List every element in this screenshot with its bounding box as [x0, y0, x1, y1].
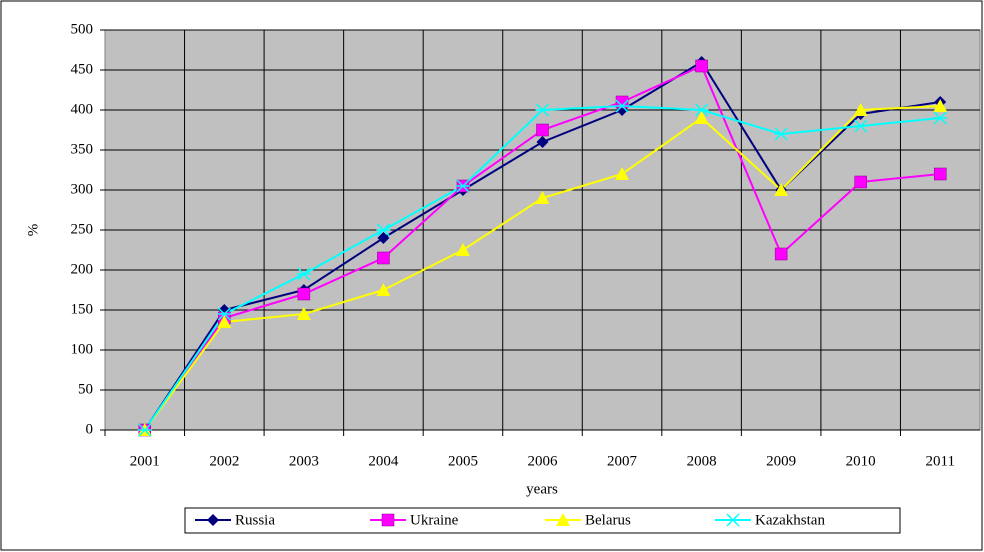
- marker-square: [615, 95, 629, 109]
- marker-square: [297, 287, 311, 301]
- marker-triangle: [535, 191, 550, 204]
- x-tick-label: 2009: [766, 453, 796, 469]
- marker-triangle: [853, 103, 868, 116]
- marker-star: [853, 119, 868, 133]
- marker-triangle: [217, 315, 232, 328]
- legend-label: Ukraine: [410, 512, 459, 528]
- marker-star: [296, 267, 311, 281]
- y-tick-label: 100: [71, 341, 94, 357]
- x-tick-label: 2001: [130, 453, 160, 469]
- legend-label: Russia: [235, 512, 275, 528]
- marker-triangle: [296, 307, 311, 320]
- x-tick-label: 2008: [687, 453, 717, 469]
- x-tick-label: 2002: [209, 453, 239, 469]
- marker-triangle: [933, 99, 948, 112]
- marker-star: [694, 103, 709, 117]
- marker-triangle: [774, 183, 789, 196]
- y-axis-label: %: [25, 224, 41, 237]
- y-tick-label: 150: [71, 301, 94, 317]
- y-tick-label: 200: [71, 261, 94, 277]
- marker-square: [933, 167, 947, 181]
- x-axis-label: years: [526, 481, 558, 497]
- marker-square: [854, 175, 867, 189]
- y-tick-label: 450: [71, 61, 94, 77]
- y-tick-label: 50: [78, 381, 93, 397]
- marker-star: [615, 99, 630, 113]
- x-tick-label: 2003: [289, 453, 319, 469]
- x-tick-label: 2011: [926, 453, 955, 469]
- marker-star: [535, 103, 550, 117]
- legend-label: Kazakhstan: [755, 512, 825, 528]
- marker-triangle: [376, 283, 391, 296]
- x-tick-label: 2004: [368, 453, 399, 469]
- y-tick-label: 0: [86, 421, 94, 437]
- y-tick-label: 300: [71, 181, 94, 197]
- marker-star: [137, 423, 152, 437]
- marker-triangle: [615, 167, 630, 180]
- marker-diamond: [207, 514, 219, 526]
- marker-triangle: [556, 513, 570, 526]
- marker-star: [774, 127, 789, 141]
- marker-star: [376, 223, 391, 237]
- marker-diamond: [536, 136, 549, 148]
- x-tick-label: 2010: [846, 453, 876, 469]
- marker-square: [381, 513, 395, 527]
- marker-star: [455, 179, 470, 193]
- y-tick-label: 350: [71, 141, 94, 157]
- legend-box: [184, 507, 901, 534]
- x-tick-label: 2007: [607, 453, 638, 469]
- y-tick-label: 500: [71, 21, 94, 37]
- x-tick-label: 2006: [528, 453, 559, 469]
- marker-square: [774, 247, 788, 261]
- y-tick-label: 400: [71, 101, 94, 117]
- marker-triangle: [694, 111, 709, 124]
- marker-star: [933, 111, 948, 125]
- x-tick-label: 2005: [448, 453, 478, 469]
- marker-square: [536, 123, 549, 137]
- marker-diamond: [377, 232, 390, 244]
- marker-square: [695, 59, 708, 73]
- y-tick-label: 250: [71, 221, 94, 237]
- marker-triangle: [455, 243, 470, 256]
- marker-star: [726, 513, 740, 527]
- marker-star: [217, 307, 232, 321]
- legend-label: Belarus: [585, 512, 631, 528]
- marker-square: [377, 251, 390, 265]
